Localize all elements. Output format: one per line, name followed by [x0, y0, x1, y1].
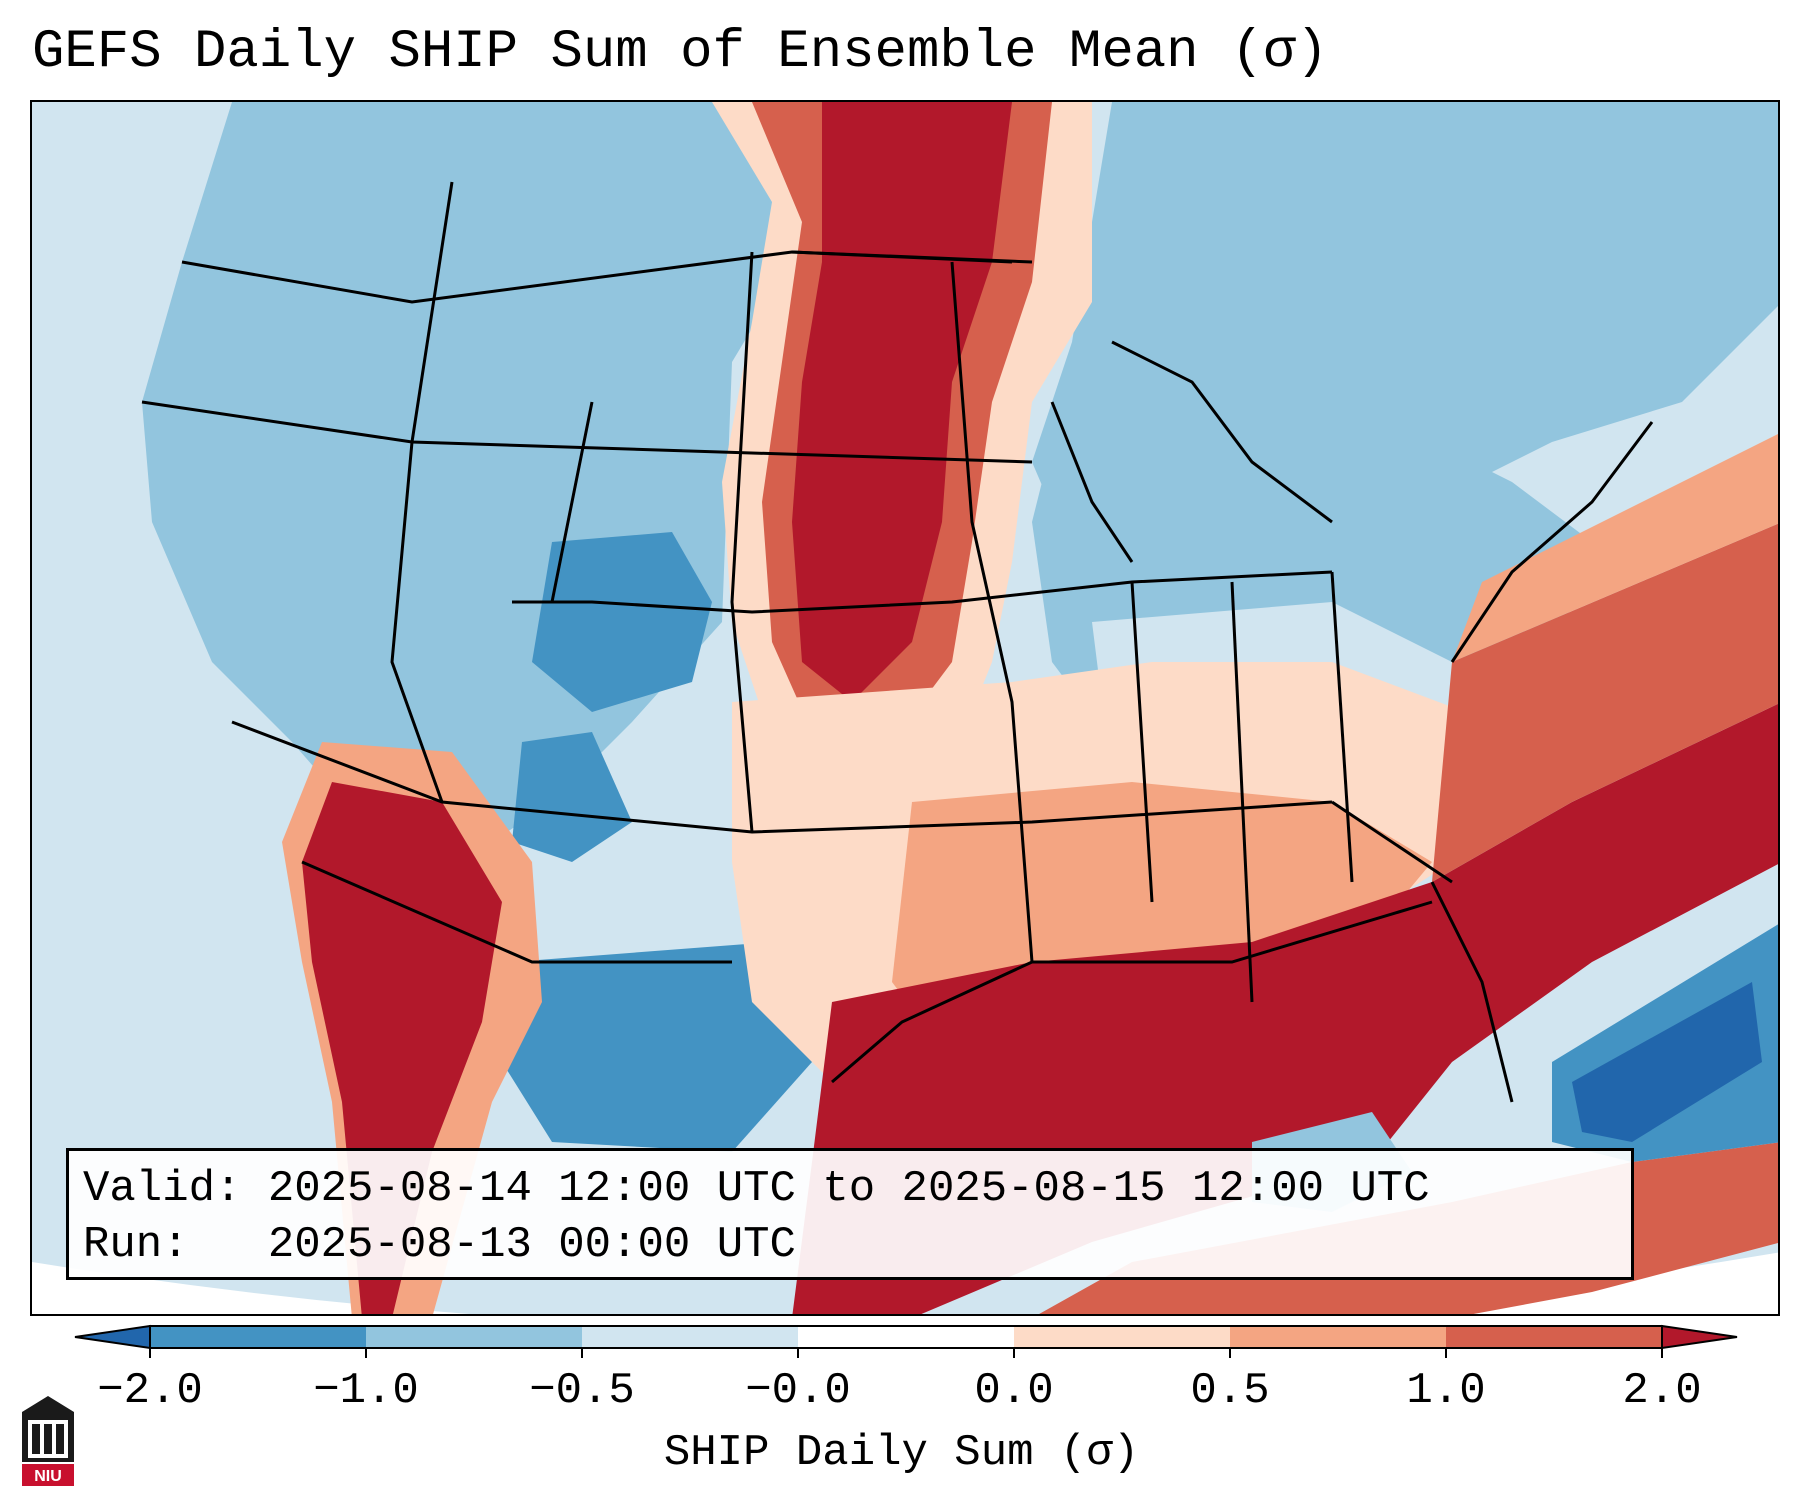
valid-time-text: Valid: 2025-08-14 12:00 UTC to 2025-08-1…: [83, 1164, 1430, 1214]
niu-logo: NIU: [22, 1396, 74, 1486]
colorbar-tick-label: −2.0: [97, 1366, 203, 1416]
colorbar-tick-label: 1.0: [1406, 1366, 1486, 1416]
field-atlantic-mid: [1432, 523, 1778, 882]
colorbar-tick-label: 0.5: [1190, 1366, 1270, 1416]
projection-edge: [32, 1252, 1778, 1314]
colorbar: [74, 1324, 1738, 1358]
colorbar-tick-label: 0.0: [974, 1366, 1054, 1416]
colorbar-extend-low: [74, 1324, 151, 1350]
colorbar-segment: [1446, 1326, 1663, 1348]
map-panel: [30, 100, 1780, 1316]
colorbar-extend-high: [1661, 1324, 1738, 1350]
field-interior-west: [142, 102, 1032, 862]
colorbar-segment: [366, 1326, 583, 1348]
state-boundaries: [141, 181, 1654, 1103]
field-bahamas-min: [1572, 982, 1762, 1142]
colorbar-segment: [150, 1326, 367, 1348]
colorbar-tick-label: 2.0: [1622, 1366, 1702, 1416]
colorbar-tick-label: −0.5: [529, 1366, 635, 1416]
colorbar-segment: [1230, 1326, 1447, 1348]
field-newmexico-dark: [512, 732, 632, 862]
map-canvas: [32, 102, 1778, 1314]
colorbar-tick-label: −1.0: [313, 1366, 419, 1416]
colorbar-segment: [798, 1326, 1015, 1348]
field-plains-max: [792, 102, 1012, 702]
svg-text:NIU: NIU: [34, 1468, 62, 1485]
field-colorado-dark: [532, 532, 712, 712]
map-title: GEFS Daily SHIP Sum of Ensemble Mean (σ): [32, 22, 1329, 83]
colorbar-tick-label: −0.0: [745, 1366, 851, 1416]
colorbar-segment: [582, 1326, 799, 1348]
field-atlantic-light: [1452, 434, 1778, 662]
field-texas-dark: [502, 942, 812, 1152]
valid-run-info-box: Valid: 2025-08-14 12:00 UTC to 2025-08-1…: [66, 1148, 1634, 1280]
colorbar-segment: [1014, 1326, 1231, 1348]
colorbar-label: SHIP Daily Sum (σ): [663, 1428, 1140, 1478]
colorbar-outline: [149, 1325, 1663, 1349]
run-time-text: Run: 2025-08-13 00:00 UTC: [83, 1220, 796, 1270]
